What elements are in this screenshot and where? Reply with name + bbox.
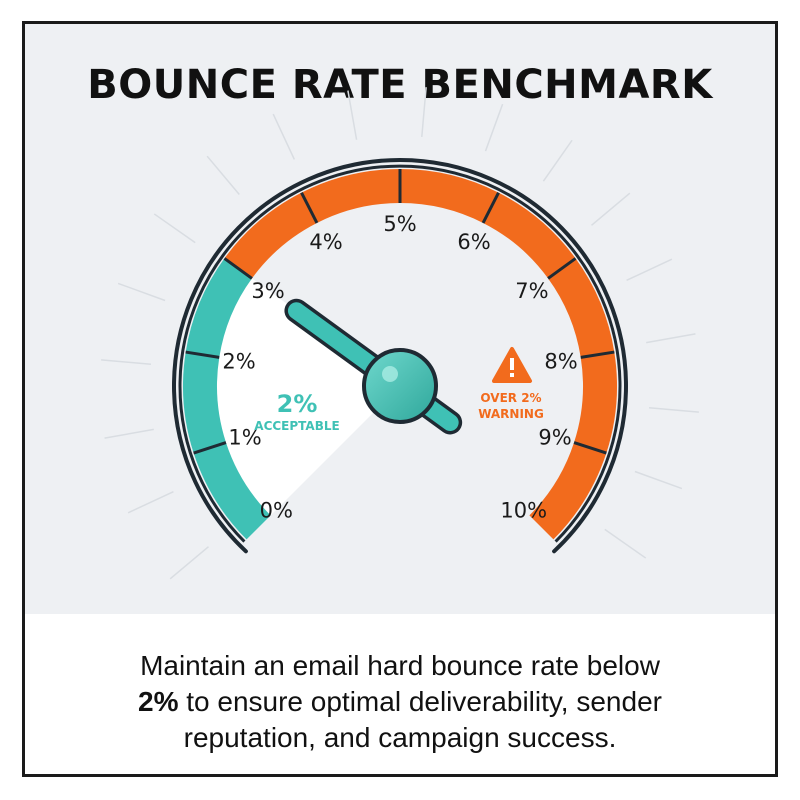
background-ray <box>646 333 696 344</box>
background-ray <box>206 155 240 195</box>
needle-hub-highlight <box>382 366 398 382</box>
background-ray <box>484 103 504 152</box>
background-ray <box>347 90 358 140</box>
scale-label: 6% <box>457 230 490 254</box>
background-ray <box>591 192 631 226</box>
acceptable-label: 2% ACCEPTABLE <box>254 390 339 433</box>
background-ray <box>127 490 174 514</box>
gauge-tick <box>580 350 615 359</box>
gauge-segment <box>482 192 576 279</box>
gauge-segment <box>399 169 499 224</box>
gauge-segment <box>183 352 227 454</box>
warning-line-1: OVER 2% <box>480 391 541 405</box>
caption-line-1: Maintain an email hard bounce rate below <box>140 650 660 681</box>
gauge-tick <box>573 441 607 455</box>
background-ray <box>421 87 427 138</box>
background-ray <box>634 470 683 490</box>
background-rays <box>101 87 699 580</box>
caption-text: Maintain an email hard bounce rate below… <box>25 648 775 756</box>
caption-threshold: 2% <box>138 686 179 717</box>
scale-label: 3% <box>251 279 284 303</box>
warning-triangle-icon <box>492 347 532 383</box>
background-ray <box>169 546 209 580</box>
background-ray <box>648 407 699 413</box>
background-ray <box>117 282 166 302</box>
gauge-segment <box>547 258 615 358</box>
background-ray <box>153 213 196 244</box>
gauge-segment <box>301 169 401 224</box>
caption-line-2: 2% to ensure optimal deliverability, sen… <box>138 686 662 717</box>
gauge-segments <box>183 169 617 540</box>
scale-label: 0% <box>260 499 293 523</box>
scale-label: 2% <box>222 350 255 374</box>
gauge-segment <box>193 442 271 540</box>
scale-label: 1% <box>228 425 261 449</box>
scale-label: 9% <box>538 425 571 449</box>
gauge-tick <box>185 350 220 359</box>
gauge-segment <box>185 258 253 358</box>
gauge-inner-arc <box>178 164 622 543</box>
gauge-segment <box>529 442 607 540</box>
gauge-outer-arc <box>172 158 628 554</box>
gauge-scale-labels: 0% 1% 2% 3% 4% 5% 6% 7% 8% 9% 10% <box>222 212 577 523</box>
caption-line-3: reputation, and campaign success. <box>183 722 617 753</box>
gauge-segment <box>573 352 617 454</box>
gauge-tick <box>481 191 500 224</box>
background-ray <box>604 528 647 559</box>
needle-hub <box>362 348 438 424</box>
acceptable-value: 2% <box>277 390 318 418</box>
acceptable-zone-wedge <box>216 278 400 516</box>
gauge-tick <box>547 257 577 280</box>
acceptable-text: ACCEPTABLE <box>254 419 339 433</box>
warning-label: OVER 2% WARNING <box>478 347 544 421</box>
background-ray <box>626 258 673 282</box>
warning-line-2: WARNING <box>478 407 544 421</box>
background-ray <box>272 113 296 160</box>
scale-label: 5% <box>383 212 416 236</box>
caption-panel <box>25 614 775 774</box>
scale-label: 8% <box>544 350 577 374</box>
scale-label: 7% <box>515 279 548 303</box>
background-ray <box>542 139 573 182</box>
gauge-tick <box>223 257 253 280</box>
background-ray <box>101 359 152 365</box>
scale-label: 10% <box>500 499 547 523</box>
gauge-segment <box>224 192 318 279</box>
gauge-needle <box>284 298 463 435</box>
background-ray <box>104 428 154 439</box>
scale-label: 4% <box>309 230 342 254</box>
gauge-tick <box>193 441 227 455</box>
gauge-tick <box>300 191 319 224</box>
page-title: BOUNCE RATE BENCHMARK <box>87 62 713 108</box>
